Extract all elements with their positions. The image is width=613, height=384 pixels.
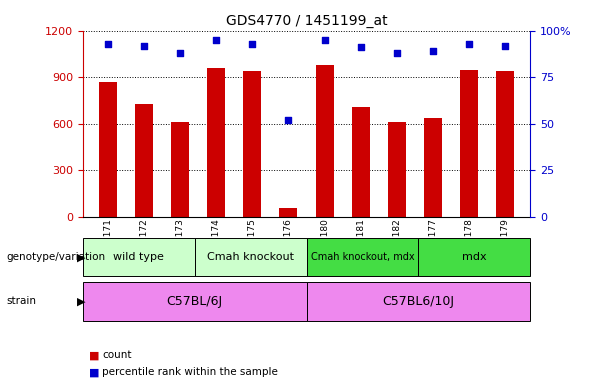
Bar (207, 68, 226, 217)
Point (248, 41, 257, 47)
Text: mdx: mdx (462, 252, 487, 262)
Bar (195, 238, 306, 276)
Bar (460, 70, 478, 217)
Point (392, 50, 402, 56)
Bar (387, 122, 406, 217)
Text: ■: ■ (89, 367, 99, 377)
Title: GDS4770 / 1451199_at: GDS4770 / 1451199_at (226, 14, 387, 28)
Text: C57BL/6J: C57BL/6J (167, 295, 223, 308)
Text: percentile rank within the sample: percentile rank within the sample (102, 367, 278, 377)
Point (284, 117, 294, 123)
Text: count: count (102, 350, 132, 360)
Point (428, 48, 438, 54)
Text: C57BL6/10J: C57BL6/10J (383, 295, 454, 308)
Bar (316, 65, 333, 217)
Text: strain: strain (6, 296, 36, 306)
Point (356, 45, 365, 51)
Bar (424, 118, 442, 217)
Text: wild type: wild type (113, 252, 164, 262)
Bar (99, 82, 117, 217)
Bar (306, 282, 530, 321)
Text: genotype/variation: genotype/variation (6, 252, 105, 262)
Bar (496, 71, 514, 217)
Bar (418, 238, 530, 276)
Text: Cmah knockout, mdx: Cmah knockout, mdx (311, 252, 414, 262)
Point (139, 43, 149, 49)
Bar (243, 71, 261, 217)
Bar (352, 107, 370, 217)
Point (500, 43, 510, 49)
Bar (83, 238, 195, 276)
Bar (83, 282, 306, 321)
Text: ■: ■ (89, 350, 99, 360)
Bar (306, 238, 418, 276)
Point (319, 37, 329, 43)
Point (464, 41, 474, 47)
Text: ▶: ▶ (77, 252, 85, 262)
Bar (135, 104, 153, 217)
Text: Cmah knockout: Cmah knockout (207, 252, 294, 262)
Bar (280, 209, 297, 217)
Bar (171, 121, 189, 217)
Point (103, 41, 113, 47)
Text: ▶: ▶ (77, 296, 85, 306)
Point (211, 37, 221, 43)
Point (175, 50, 185, 56)
